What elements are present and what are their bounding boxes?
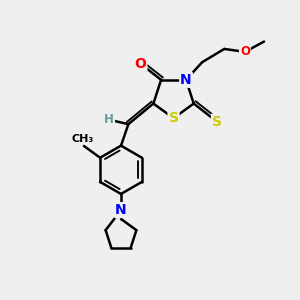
- Text: O: O: [134, 57, 146, 71]
- Text: O: O: [240, 45, 250, 58]
- Text: S: S: [212, 115, 222, 129]
- Text: H: H: [104, 113, 114, 126]
- Text: N: N: [115, 203, 127, 217]
- Text: S: S: [169, 111, 178, 125]
- Text: CH₃: CH₃: [71, 134, 94, 144]
- Text: N: N: [180, 73, 192, 87]
